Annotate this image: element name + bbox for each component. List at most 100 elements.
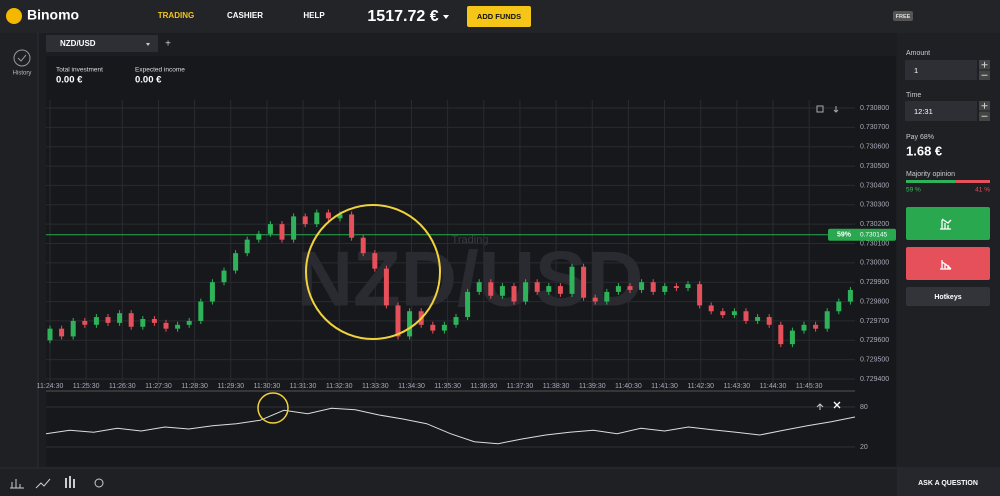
y-tick-label: 0.729400 [860, 376, 889, 383]
download-icon[interactable] [833, 106, 839, 113]
current-percent: 59% [837, 232, 852, 239]
x-tick-label: 11:29:30 [217, 383, 244, 390]
tool-line-icon[interactable] [35, 478, 51, 489]
candle [383, 268, 389, 306]
logo [6, 8, 22, 24]
fullscreen-icon[interactable] [816, 105, 824, 113]
candle [256, 233, 262, 240]
history-icon[interactable] [13, 49, 31, 67]
candle [47, 328, 53, 341]
history-label[interactable]: History [13, 71, 32, 77]
osc-close-icon[interactable] [833, 401, 841, 409]
candle [441, 324, 447, 331]
x-tick-label: 11:32:30 [326, 383, 353, 390]
pay-label: Pay 68% [906, 134, 934, 141]
x-tick-label: 11:42:30 [687, 383, 714, 390]
ask-button[interactable] [897, 469, 1000, 496]
tool-bars-icon[interactable] [10, 479, 24, 489]
candle [673, 286, 679, 289]
x-tick-label: 11:40:30 [615, 383, 642, 390]
current-price-label: 0.730145 [860, 232, 887, 239]
oscillator-line [45, 407, 856, 445]
candle [279, 224, 285, 240]
hotkeys-button[interactable] [906, 287, 990, 306]
x-tick-label: 11:28:30 [181, 383, 208, 390]
y-tick-label: 0.730200 [860, 221, 889, 228]
pair-tab[interactable] [46, 35, 158, 52]
time-value[interactable]: 12:31 [914, 107, 933, 116]
candle [198, 301, 204, 321]
candle [639, 282, 645, 290]
x-tick-label: 11:41:30 [651, 383, 678, 390]
y-tick-label: 0.730400 [860, 182, 889, 189]
majority-up-bar [906, 180, 956, 183]
nav-help[interactable]: HELP [303, 11, 325, 20]
put-icon[interactable] [940, 260, 952, 270]
hotkeys-label[interactable]: Hotkeys [934, 294, 961, 301]
candle [209, 282, 215, 302]
watermark-subtitle: Trading [452, 234, 489, 246]
x-tick-label: 11:39:30 [579, 383, 606, 390]
candle [743, 311, 749, 321]
candle [685, 284, 691, 289]
y-tick-label: 0.730700 [860, 124, 889, 131]
candle [511, 286, 517, 302]
candle [407, 311, 413, 337]
candle [824, 311, 830, 329]
candle [627, 286, 633, 290]
osc-tick-label: 80 [860, 404, 868, 411]
time-input[interactable] [905, 101, 977, 121]
candle [372, 253, 378, 269]
candle [847, 289, 853, 302]
add-tab[interactable]: + [165, 39, 171, 50]
candle [82, 320, 88, 325]
candle [175, 324, 181, 329]
amount-steppers[interactable] [981, 61, 988, 76]
candle [755, 317, 761, 321]
candle [233, 253, 239, 271]
amount-label: Amount [906, 50, 930, 57]
candle [453, 317, 459, 325]
add-funds-button[interactable] [467, 6, 531, 27]
tool-theme-icon[interactable] [94, 478, 104, 488]
pair-tab-label[interactable]: NZD/USD [60, 39, 96, 48]
candle [395, 305, 401, 337]
balance[interactable]: 1517.72 € [367, 8, 438, 25]
candle [151, 318, 157, 323]
put-button[interactable] [906, 247, 990, 280]
x-tick-label: 11:33:30 [362, 383, 389, 390]
y-tick-label: 0.730300 [860, 202, 889, 209]
tool-hand-icon[interactable] [65, 476, 75, 488]
pair-caret[interactable] [146, 43, 150, 46]
amount-input[interactable] [905, 60, 977, 80]
add-funds-label[interactable]: ADD FUNDS [477, 12, 521, 21]
y-tick-label: 0.730500 [860, 163, 889, 170]
candle [569, 266, 575, 294]
history-check[interactable] [17, 54, 27, 62]
candle [581, 266, 587, 298]
nav-trading[interactable]: TRADING [158, 11, 194, 20]
candle [349, 214, 355, 238]
osc-up-icon[interactable] [816, 403, 824, 410]
candle [836, 301, 842, 312]
amount-value[interactable]: 1 [914, 66, 918, 75]
call-icon[interactable] [940, 218, 952, 230]
candle [789, 330, 795, 345]
nav-cashier[interactable]: CASHIER [227, 11, 263, 20]
sidebar [0, 33, 38, 468]
candle [140, 318, 146, 327]
x-tick-label: 11:25:30 [73, 383, 100, 390]
candle [70, 320, 76, 337]
y-tick-label: 0.729500 [860, 356, 889, 363]
balance-caret[interactable] [443, 15, 449, 19]
candle [731, 311, 737, 316]
majority-down-bar [955, 180, 990, 183]
candle [314, 212, 320, 225]
bottom-bar [0, 468, 1000, 496]
candle [557, 286, 563, 294]
time-steppers[interactable] [981, 102, 988, 117]
ask-label[interactable]: ASK A QUESTION [918, 480, 978, 487]
candle [337, 214, 343, 219]
candle [163, 322, 169, 329]
brand: Binomo [27, 7, 79, 23]
